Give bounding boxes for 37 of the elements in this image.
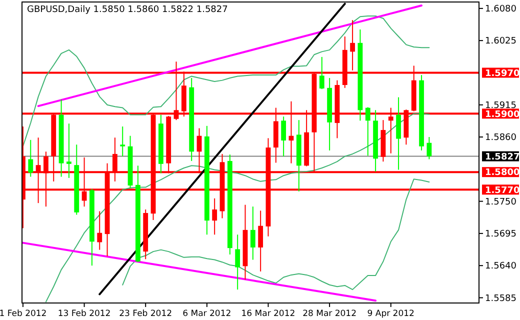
candlestick: [319, 56, 324, 90]
x-tick-label: 1 Feb 2012: [0, 309, 47, 319]
x-tick-label: 9 Apr 2012: [367, 309, 414, 319]
candlestick: [212, 198, 218, 236]
x-tick-label: 16 Mar 2012: [241, 309, 296, 319]
y-tick-label: 1.6080: [485, 4, 517, 15]
candlestick: [281, 116, 286, 157]
x-tick-label: 13 Feb 2012: [58, 309, 111, 319]
candlestick: [426, 136, 432, 160]
line-series: [45, 113, 430, 302]
ref-line-label: 1.5970: [485, 68, 520, 79]
line-series: [22, 16, 430, 147]
y-tick-label: 1.5915: [485, 101, 516, 112]
x-tick-label: 6 Mar 2012: [182, 309, 232, 319]
x-tick-label: 23 Feb 2012: [119, 309, 172, 319]
ref-line-label: 1.5827: [485, 152, 520, 162]
candlestick: [28, 139, 34, 178]
candlestick: [396, 96, 401, 170]
y-tick-label: 1.5695: [485, 230, 516, 240]
y-tick-label: 1.5750: [485, 197, 517, 208]
line-series: [122, 178, 430, 290]
x-tick-label: 28 Mar 2012: [302, 309, 356, 319]
candlestick: [235, 234, 240, 290]
chart-title: GBPUSD,Daily 1.5850 1.5860 1.5822 1.5827: [27, 5, 228, 15]
ref-line-label: 1.5900: [485, 110, 520, 120]
candlestick: [250, 206, 256, 260]
candlestick: [66, 123, 72, 178]
ref-line-label: 1.5770: [485, 186, 520, 196]
y-tick-label: 1.5585: [485, 294, 516, 304]
candlestick: [120, 126, 126, 157]
y-tick-label: 1.5640: [485, 262, 517, 272]
y-tick-label: 1.5860: [485, 133, 517, 144]
ref-line-label: 1.5800: [485, 168, 520, 178]
candlestick: [365, 106, 370, 156]
y-tick-label: 1.6025: [485, 36, 516, 47]
candlestick: [97, 210, 102, 250]
candlestick: [258, 210, 264, 272]
